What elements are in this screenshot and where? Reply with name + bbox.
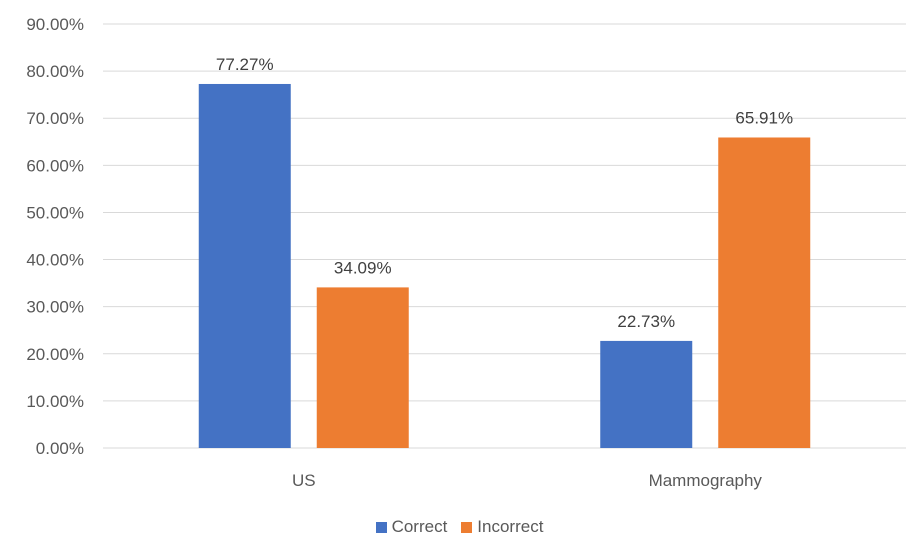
- data-label-incorrect-mammography: 65.91%: [735, 108, 793, 127]
- bar-chart: 0.00% 10.00% 20.00% 30.00% 40.00% 50.00% 60.00…: [26, 15, 906, 490]
- bar-incorrect-mammography: [718, 137, 811, 448]
- data-label-correct-mammography: 22.73%: [617, 312, 675, 331]
- y-tick-label: 30.00%: [26, 298, 84, 317]
- bar-incorrect-us: [316, 287, 409, 448]
- y-tick-label: 60.00%: [26, 156, 84, 175]
- y-tick-label: 40.00%: [26, 251, 84, 270]
- x-category-label: US: [292, 471, 316, 490]
- legend-label-incorrect: Incorrect: [477, 517, 544, 536]
- bars: [198, 83, 811, 448]
- legend-swatch-incorrect: [461, 521, 473, 533]
- legend-item-incorrect: Incorrect: [461, 517, 543, 537]
- legend-label-correct: Correct: [391, 517, 448, 536]
- x-axis: US Mammography: [292, 471, 762, 490]
- legend-item-correct: Correct: [375, 517, 448, 537]
- y-tick-label: 0.00%: [36, 439, 84, 458]
- data-label-correct-us: 77.27%: [216, 55, 274, 74]
- y-axis: 0.00% 10.00% 20.00% 30.00% 40.00% 50.00% 60.00…: [26, 15, 84, 458]
- bar-correct-mammography: [600, 340, 693, 448]
- legend: Correct Incorrect: [0, 517, 919, 537]
- data-label-incorrect-us: 34.09%: [334, 258, 392, 277]
- y-tick-label: 50.00%: [26, 203, 84, 222]
- y-tick-label: 20.00%: [26, 345, 84, 364]
- data-labels: 77.27% 34.09% 22.73% 65.91%: [216, 55, 793, 331]
- x-category-label: Mammography: [649, 471, 763, 490]
- y-tick-label: 70.00%: [26, 109, 84, 128]
- y-tick-label: 10.00%: [26, 392, 84, 411]
- y-tick-label: 90.00%: [26, 15, 84, 34]
- y-tick-label: 80.00%: [26, 62, 84, 81]
- legend-swatch-correct: [375, 521, 387, 533]
- bar-correct-us: [198, 83, 291, 448]
